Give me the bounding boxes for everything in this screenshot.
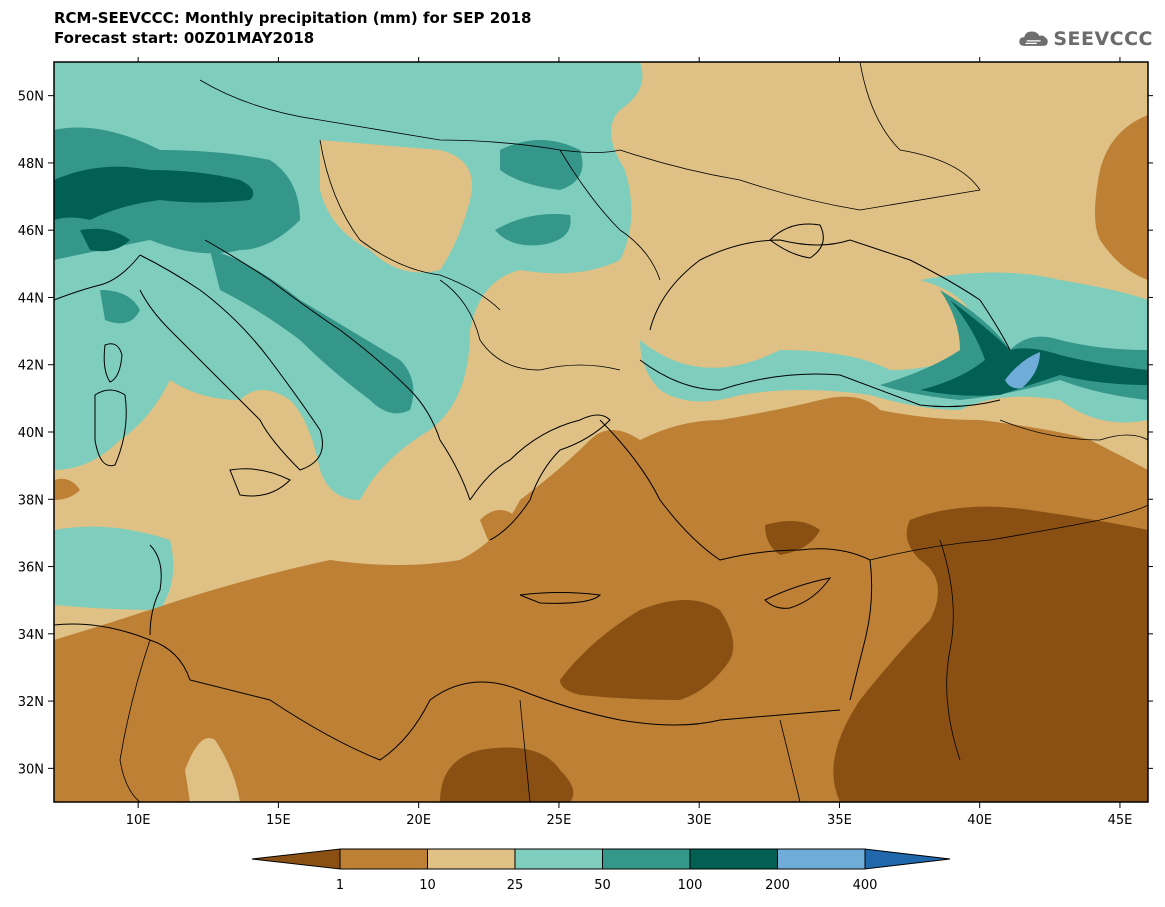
cloud-icon — [1019, 31, 1048, 46]
field-50-100-sicily — [100, 290, 140, 324]
colorbar-label: 50 — [594, 878, 611, 893]
coastlines — [54, 62, 1148, 802]
corsica — [103, 343, 123, 383]
x-tick-label: 30E — [687, 813, 712, 828]
france-coast — [54, 254, 141, 301]
y-tick-label: 38N — [18, 493, 44, 508]
colorbar-segment-lt1 — [251, 848, 341, 870]
borders-africa — [119, 639, 801, 802]
field-25-50-austria — [330, 62, 530, 147]
crimea — [769, 223, 824, 259]
field-100-200-caucasus — [920, 300, 1148, 396]
colorbar-segment — [514, 848, 603, 870]
colorbar: 1 10 25 50 100 200 400 — [251, 848, 951, 893]
sardinia — [94, 389, 127, 467]
italy-coast — [139, 254, 323, 471]
colorbar-label: 25 — [507, 878, 524, 893]
x-tick-label: 20E — [406, 813, 431, 828]
y-tick-label: 48N — [18, 157, 44, 172]
sicily — [229, 468, 291, 497]
y-tick-label: 44N — [18, 291, 44, 306]
borders-middle-east — [869, 419, 1148, 761]
field-200-400-georgia — [1005, 352, 1040, 389]
y-tick-label: 30N — [18, 762, 44, 777]
colorbar-segment — [777, 848, 866, 870]
colorbar-label: 200 — [765, 878, 790, 893]
x-tick-label: 15E — [266, 813, 291, 828]
colorbar-segment — [339, 848, 428, 870]
field-lt1-east — [833, 506, 1148, 802]
field-100-200-dinaric — [80, 228, 130, 252]
seevccc-logo: SEEVCCC — [1018, 22, 1153, 56]
turkey-north-coast — [639, 359, 1001, 408]
y-tick-label: 36N — [18, 561, 44, 576]
y-tick-label: 40N — [18, 426, 44, 441]
cyprus — [764, 577, 832, 609]
field-10-25-libya — [185, 738, 240, 802]
y-tick-label: 46N — [18, 224, 44, 239]
borders-central-europe — [199, 62, 981, 371]
colorbar-label: 400 — [853, 878, 878, 893]
north-africa-coast — [54, 623, 841, 761]
field-25-50-sw — [54, 526, 174, 610]
field-10-25-hungary — [320, 140, 472, 273]
title-line-1: RCM-SEEVCCC: Monthly precipitation (mm) … — [54, 9, 532, 27]
y-tick-label: 34N — [18, 628, 44, 643]
y-tick-label: 32N — [18, 695, 44, 710]
x-tick-label: 25E — [547, 813, 572, 828]
levant-coast — [849, 559, 873, 701]
x-axis: 10E 15E 20E 25E 30E 35E 40E 45E — [126, 57, 1133, 828]
adriatic-east-coast — [204, 239, 471, 501]
colorbar-label: 10 — [419, 878, 436, 893]
y-tick-label: 50N — [18, 90, 44, 105]
field-50-100-adriatic — [210, 250, 414, 414]
crete — [519, 592, 602, 604]
field-lt1-egypt — [560, 600, 734, 700]
greece-coast — [469, 414, 611, 541]
colorbar-segment-gt400 — [864, 848, 951, 870]
tunisia-coast — [149, 544, 162, 636]
x-tick-label: 35E — [827, 813, 852, 828]
x-tick-label: 40E — [967, 813, 992, 828]
field-100-200-alps — [54, 166, 254, 220]
precipitation-field — [54, 62, 1148, 802]
field-50-100-romania — [495, 214, 571, 246]
colorbar-segment — [602, 848, 691, 870]
map-title: RCM-SEEVCCC: Monthly precipitation (mm) … — [54, 8, 531, 48]
field-lt1-libya — [440, 747, 574, 802]
colorbar-label: 1 — [336, 878, 344, 893]
colorbar-segment — [689, 848, 778, 870]
field-lt1-tunisia — [54, 478, 80, 500]
logo-text: SEEVCCC — [1053, 28, 1153, 50]
y-axis: 50N 48N 46N 44N 42N 40N 38N 36N 34N 32N 30N — [18, 90, 1153, 777]
colorbar-label: 100 — [678, 878, 703, 893]
x-tick-label: 10E — [126, 813, 151, 828]
field-lt1-cyprus — [765, 521, 820, 555]
field-1-10-ukraine — [1095, 115, 1148, 280]
title-line-2: Forecast start: 00Z01MAY2018 — [54, 29, 315, 47]
x-tick-label: 45E — [1108, 813, 1133, 828]
turkey-south-coast — [599, 419, 871, 561]
field-1-10-greece — [480, 510, 520, 546]
y-tick-label: 42N — [18, 359, 44, 374]
black-sea-north-coast — [649, 239, 1011, 351]
colorbar-segment — [427, 848, 516, 870]
field-10-25-italy — [160, 396, 310, 500]
